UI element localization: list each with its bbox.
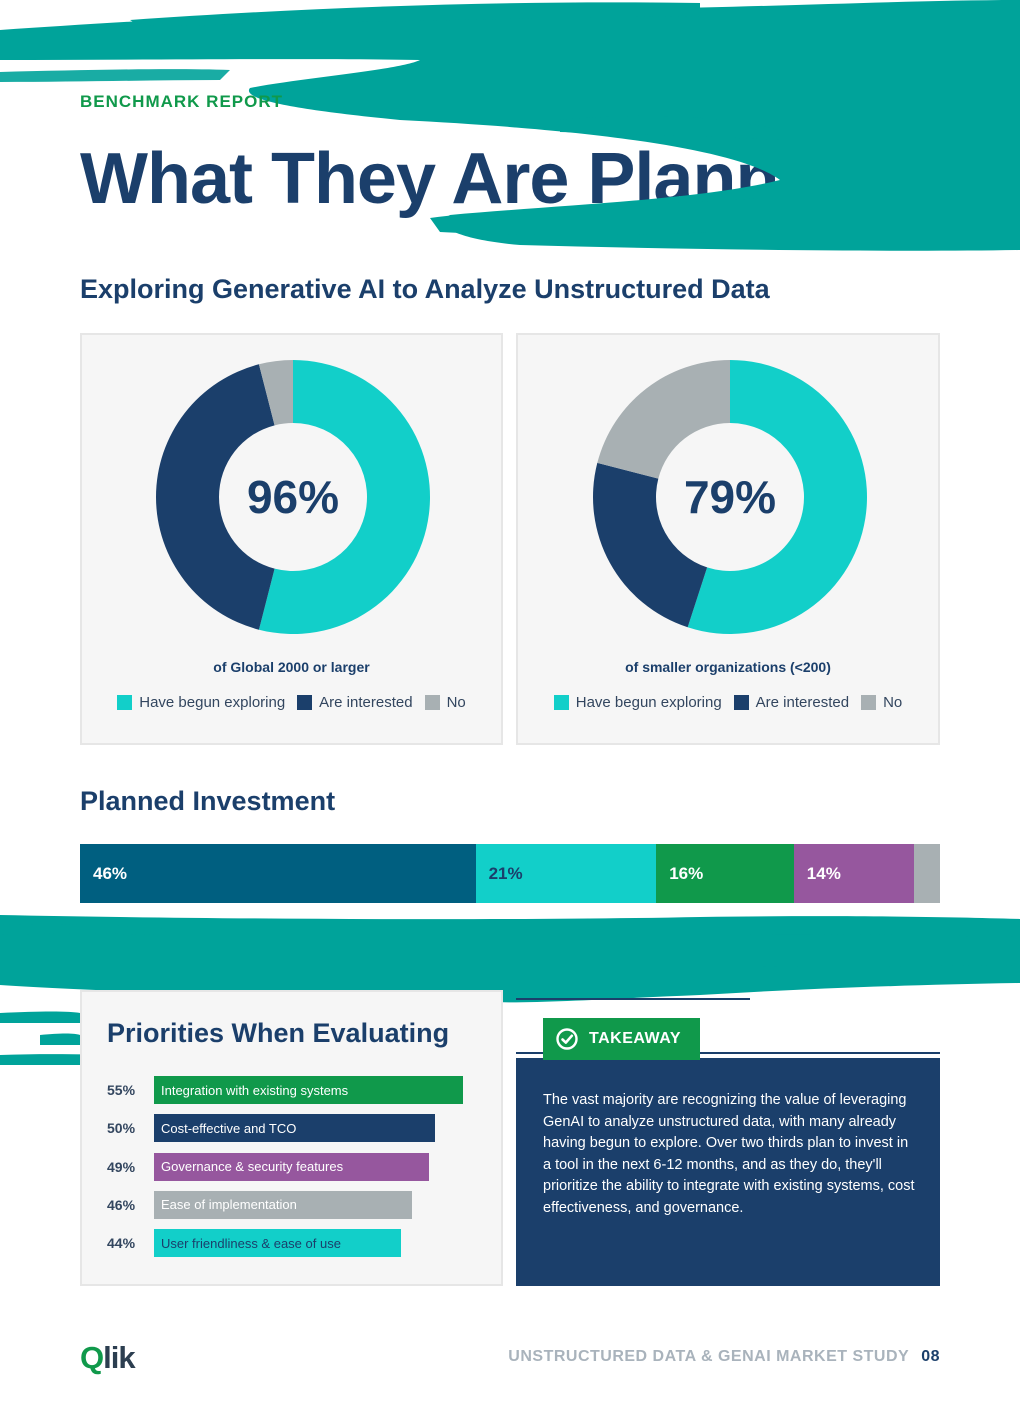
takeaway-panel: The vast majority are recognizing the va…	[516, 1058, 940, 1286]
priorities-card: Priorities When Evaluating 55% Integratio…	[80, 990, 503, 1286]
page-headline: What They Are Planning	[80, 138, 883, 220]
donut-card-smaller-orgs: 79% of smaller organizations (<200) Have…	[516, 333, 940, 745]
donut-chart-global2000: 96%	[82, 335, 505, 747]
priority-row: 49% Governance & security features	[107, 1153, 429, 1181]
investment-legend: Plan to buy in next 12 mo Plan to buy in…	[80, 918, 466, 934]
eyebrow-label: BENCHMARK REPORT	[80, 92, 283, 112]
donut-subtitle: of smaller organizations (<200)	[518, 659, 938, 675]
priority-value-label: 50%	[107, 1120, 154, 1136]
takeaway-text: The vast majority are recognizing the va…	[543, 1090, 918, 1219]
priority-category-label: Ease of implementation	[161, 1197, 297, 1212]
investment-segment	[914, 844, 940, 903]
takeaway-badge-label: TAKEAWAY	[589, 1030, 681, 1048]
decorative-line	[516, 998, 750, 1000]
page-number: 08	[921, 1348, 940, 1365]
donut-slice-no	[597, 360, 730, 479]
legend-item-exploring: Have begun exploring	[554, 694, 722, 711]
donut-center-label: 96%	[247, 471, 339, 523]
legend-item-no: No	[425, 694, 466, 711]
priority-value-label: 49%	[107, 1159, 154, 1175]
priority-category-label: Cost-effective and TCO	[161, 1121, 296, 1136]
priority-category-label: User friendliness & ease of use	[161, 1236, 341, 1251]
decorative-line	[700, 1052, 940, 1054]
footer-study-title: UNSTRUCTURED DATA & GENAI MARKET STUDY	[508, 1348, 909, 1365]
legend-label: Have begun exploring	[576, 694, 722, 711]
legend-swatch-gray	[861, 695, 876, 710]
legend-swatch-teal	[297, 920, 310, 933]
qlik-logo: Qlik	[80, 1340, 135, 1376]
priorities-title: Priorities When Evaluating	[107, 1018, 449, 1049]
legend-swatch-navy	[734, 695, 749, 710]
legend-swatch-gray	[425, 695, 440, 710]
donut-card-global2000: 96% of Global 2000 or larger Have begun …	[80, 333, 503, 745]
priority-row: 55% Integration with existing systems	[107, 1076, 463, 1104]
decorative-line	[516, 1052, 544, 1054]
legend-swatch-dark-teal	[80, 920, 93, 933]
segment-value-label: 14%	[807, 864, 841, 884]
takeaway-badge: TAKEAWAY	[543, 1018, 700, 1060]
priority-value-label: 46%	[107, 1197, 154, 1213]
priority-bar: Governance & security features	[154, 1153, 429, 1181]
check-circle-icon	[555, 1027, 579, 1051]
legend-label: Are interested	[319, 694, 412, 711]
priority-value-label: 55%	[107, 1082, 154, 1098]
priority-bar: Ease of implementation	[154, 1191, 412, 1219]
legend-label: No	[883, 694, 902, 711]
priority-value-label: 44%	[107, 1235, 154, 1251]
legend-item-interested: Are interested	[297, 694, 412, 711]
segment-value-label: 46%	[93, 864, 127, 884]
investment-legend-item: Plan to buy in next 6 mo	[297, 918, 466, 934]
legend-label: Have begun exploring	[139, 694, 285, 711]
section-title-investment: Planned Investment	[80, 786, 335, 817]
investment-segment: 21%	[476, 844, 657, 903]
legend-label: Plan to buy in next 12 mo	[99, 918, 257, 934]
investment-segment: 14%	[794, 844, 914, 903]
priority-bar: Integration with existing systems	[154, 1076, 463, 1104]
legend-item-interested: Are interested	[734, 694, 849, 711]
legend-label: No	[447, 694, 466, 711]
logo-text: lik	[103, 1340, 134, 1375]
donut-chart-smaller-orgs: 79%	[518, 335, 942, 747]
segment-value-label: 16%	[669, 864, 703, 884]
legend-item-no: No	[861, 694, 902, 711]
legend-swatch-teal	[117, 695, 132, 710]
priority-category-label: Integration with existing systems	[161, 1083, 348, 1098]
donut-center-label: 79%	[684, 471, 776, 523]
legend-item-exploring: Have begun exploring	[117, 694, 285, 711]
priority-bar: Cost-effective and TCO	[154, 1114, 435, 1142]
donut-subtitle: of Global 2000 or larger	[82, 659, 501, 675]
investment-legend-item: Plan to buy in next 12 mo	[80, 918, 257, 934]
donut-legend: Have begun exploring Are interested No	[518, 694, 938, 711]
segment-value-label: 21%	[489, 864, 523, 884]
legend-label: Plan to buy in next 6 mo	[316, 918, 466, 934]
legend-swatch-teal	[554, 695, 569, 710]
donut-legend: Have begun exploring Are interested No	[82, 694, 501, 711]
investment-segment: 16%	[656, 844, 794, 903]
legend-label: Are interested	[756, 694, 849, 711]
priority-row: 46% Ease of implementation	[107, 1191, 412, 1219]
brush-stroke-decoration	[0, 0, 1020, 260]
priority-row: 50% Cost-effective and TCO	[107, 1114, 435, 1142]
footer-study-label: UNSTRUCTURED DATA & GENAI MARKET STUDY 08	[508, 1348, 940, 1366]
priority-category-label: Governance & security features	[161, 1159, 343, 1174]
priority-row: 44% User friendliness & ease of use	[107, 1229, 401, 1257]
logo-q: Q	[80, 1340, 103, 1375]
section-title-exploring: Exploring Generative AI to Analyze Unstr…	[80, 274, 770, 305]
investment-segment: 46%	[80, 844, 476, 903]
legend-swatch-navy	[297, 695, 312, 710]
priority-bar: User friendliness & ease of use	[154, 1229, 401, 1257]
investment-stacked-bar: 46% 21% 16% 14%	[80, 844, 940, 903]
